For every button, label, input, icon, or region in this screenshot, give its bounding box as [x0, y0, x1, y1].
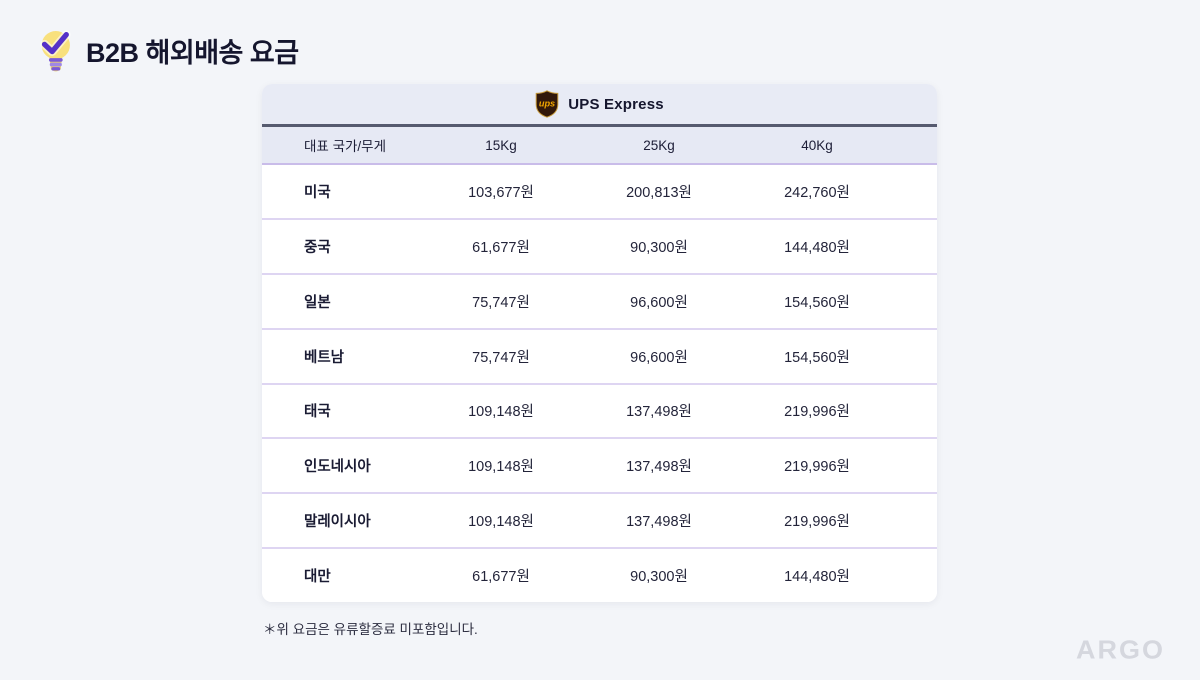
- table-row: 태국 109,148원 137,498원 219,996원: [262, 385, 937, 440]
- rate-25kg-cell: 90,300원: [630, 239, 688, 256]
- rate-25kg-cell: 137,498원: [626, 459, 692, 476]
- rate-40kg-cell: 219,996원: [784, 404, 850, 421]
- column-header-underline: [262, 163, 937, 165]
- col-header-15kg: 15Kg: [485, 137, 517, 153]
- carrier-header: ups UPS Express: [262, 84, 937, 124]
- country-cell: 중국: [304, 239, 331, 256]
- col-header-25kg: 25Kg: [643, 137, 675, 153]
- ups-shield-icon: ups: [535, 90, 559, 118]
- table-rows: 미국 103,677원 200,813원 242,760원 중국 61,677원…: [262, 165, 937, 602]
- page-header: B2B 해외배송 요금: [34, 26, 299, 74]
- carrier-name: UPS Express: [568, 95, 664, 113]
- rate-25kg-cell: 96,600원: [630, 349, 688, 366]
- rate-15kg-cell: 75,747원: [472, 294, 530, 311]
- country-cell: 일본: [304, 294, 331, 311]
- col-header-country: 대표 국가/무게: [304, 139, 387, 154]
- country-cell: 말레이시아: [304, 514, 371, 531]
- rate-40kg-cell: 144,480원: [784, 569, 850, 586]
- rate-25kg-cell: 90,300원: [630, 569, 688, 586]
- rate-25kg-cell: 137,498원: [626, 404, 692, 421]
- page-title: B2B 해외배송 요금: [86, 37, 299, 68]
- rate-15kg-cell: 109,148원: [468, 459, 534, 476]
- table-row: 인도네시아 109,148원 137,498원 219,996원: [262, 439, 937, 495]
- rate-15kg-cell: 109,148원: [468, 514, 534, 531]
- table-row: 베트남 75,747원 96,600원 154,560원: [262, 330, 937, 385]
- rate-25kg-cell: 137,498원: [626, 514, 692, 531]
- header-divider: [262, 124, 937, 127]
- rate-40kg-cell: 154,560원: [784, 294, 850, 311]
- country-cell: 인도네시아: [304, 459, 371, 476]
- rate-25kg-cell: 96,600원: [630, 294, 688, 311]
- table-row: 말레이시아 109,148원 137,498원 219,996원: [262, 494, 937, 550]
- rate-40kg-cell: 219,996원: [784, 514, 850, 531]
- country-cell: 미국: [304, 184, 331, 201]
- table-row: 일본 75,747원 96,600원 154,560원: [262, 275, 937, 330]
- rate-40kg-cell: 219,996원: [784, 459, 850, 476]
- argo-logo: ARGO: [1076, 635, 1165, 665]
- rate-table-card: ups UPS Express 대표 국가/무게 15Kg 25Kg 40Kg …: [262, 84, 937, 602]
- rate-15kg-cell: 61,677원: [472, 239, 530, 256]
- rate-40kg-cell: 144,480원: [784, 239, 850, 256]
- rate-15kg-cell: 61,677원: [472, 569, 530, 586]
- table-row: 대만 61,677원 90,300원 144,480원: [262, 549, 937, 602]
- rate-15kg-cell: 103,677원: [468, 184, 534, 201]
- rate-25kg-cell: 200,813원: [626, 184, 692, 201]
- table-row: 미국 103,677원 200,813원 242,760원: [262, 165, 937, 220]
- table-row: 중국 61,677원 90,300원 144,480원: [262, 220, 937, 275]
- rate-40kg-cell: 154,560원: [784, 349, 850, 366]
- col-header-40kg: 40Kg: [801, 137, 833, 153]
- country-cell: 태국: [304, 404, 331, 421]
- lightbulb-check-icon: [40, 30, 71, 72]
- rate-15kg-cell: 109,148원: [468, 404, 534, 421]
- footnote: ＊위 요금은 유류할증료 미포함입니다.: [263, 622, 478, 637]
- country-cell: 베트남: [304, 349, 345, 366]
- column-header-row: 대표 국가/무게 15Kg 25Kg 40Kg: [262, 127, 937, 163]
- svg-text:ups: ups: [539, 98, 555, 108]
- country-cell: 대만: [304, 569, 331, 586]
- rate-15kg-cell: 75,747원: [472, 349, 530, 366]
- rate-40kg-cell: 242,760원: [784, 184, 850, 201]
